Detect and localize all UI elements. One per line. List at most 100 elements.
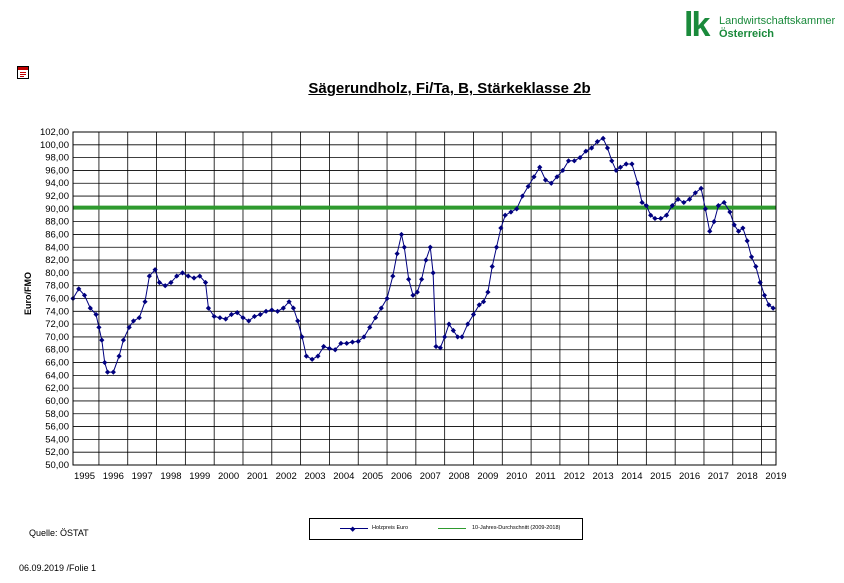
price-point <box>577 155 583 161</box>
price-point <box>702 206 709 212</box>
legend-price-marker-icon: ◆ <box>350 526 356 533</box>
y-tick-label: 52,00 <box>45 447 69 458</box>
x-tick-label: 1995 <box>74 471 95 482</box>
price-point <box>476 302 482 308</box>
price-point <box>604 145 611 151</box>
price-point <box>390 273 396 279</box>
price-point <box>185 273 191 279</box>
y-tick-label: 94,00 <box>45 178 69 189</box>
price-point <box>321 343 327 350</box>
price-point <box>442 334 448 340</box>
price-point <box>152 267 158 273</box>
x-tick-label: 2012 <box>564 471 585 482</box>
price-point <box>290 305 297 311</box>
price-point <box>179 270 186 276</box>
price-point <box>338 340 344 346</box>
x-tick-label: 1997 <box>132 471 153 482</box>
price-point <box>205 305 212 311</box>
x-tick-label: 2018 <box>737 471 758 482</box>
price-point <box>748 254 755 260</box>
price-point <box>414 289 420 295</box>
price-point <box>465 321 471 327</box>
price-point <box>531 174 537 180</box>
chart-legend: ◆ Holzpreis Euro 10-Jahres-Durchschnitt … <box>309 518 583 540</box>
y-tick-label: 86,00 <box>45 229 69 240</box>
price-point <box>361 334 367 340</box>
price-point <box>202 279 209 286</box>
logo-text-line2: Österreich <box>719 28 775 40</box>
price-point <box>394 251 400 257</box>
x-tick-label: 2010 <box>506 471 527 482</box>
price-point <box>635 180 641 186</box>
x-tick-label: 2002 <box>276 471 297 482</box>
price-point <box>246 318 252 324</box>
price-point <box>589 145 595 151</box>
x-tick-label: 2001 <box>247 471 268 482</box>
price-point <box>766 302 772 308</box>
price-point <box>731 222 737 228</box>
price-point <box>753 263 759 270</box>
y-tick-label: 60,00 <box>45 396 69 407</box>
price-point <box>715 203 721 209</box>
price-point <box>727 209 733 215</box>
y-tick-label: 92,00 <box>45 191 69 202</box>
price-point <box>96 324 102 330</box>
price-point <box>174 273 180 279</box>
legend-price-swatch <box>340 528 368 529</box>
price-point <box>770 305 776 311</box>
price-point <box>126 324 132 330</box>
price-point <box>384 295 390 302</box>
price-point <box>303 353 309 359</box>
price-point <box>437 345 443 351</box>
source-note: Quelle: ÖSTAT <box>29 528 89 538</box>
x-tick-label: 2000 <box>218 471 239 482</box>
y-tick-label: 84,00 <box>45 242 69 253</box>
x-tick-label: 2008 <box>449 471 470 482</box>
y-tick-label: 56,00 <box>45 422 69 433</box>
price-point <box>663 212 670 218</box>
price-point <box>455 334 461 340</box>
y-tick-label: 90,00 <box>45 204 69 215</box>
x-tick-label: 2009 <box>477 471 498 482</box>
x-tick-label: 2004 <box>333 471 354 482</box>
price-point <box>156 279 163 286</box>
price-point <box>744 238 750 244</box>
y-tick-label: 64,00 <box>45 370 69 381</box>
y-tick-label: 58,00 <box>45 409 69 420</box>
price-point <box>658 215 664 222</box>
y-tick-label: 80,00 <box>45 268 69 279</box>
price-point <box>217 315 223 321</box>
price-point <box>410 292 416 298</box>
price-point <box>234 309 240 316</box>
price-point <box>332 347 338 353</box>
price-point <box>240 315 246 321</box>
price-point <box>692 190 698 196</box>
price-point <box>498 225 504 231</box>
price-point <box>669 203 675 209</box>
price-point <box>617 164 624 170</box>
price-point <box>489 263 495 270</box>
x-tick-label: 1999 <box>189 471 210 482</box>
price-point <box>326 345 333 352</box>
price-point <box>707 228 713 234</box>
price-point <box>613 167 619 174</box>
price-point <box>102 359 108 366</box>
price-point <box>554 174 560 180</box>
price-point <box>251 313 258 320</box>
price-point <box>652 215 658 222</box>
y-tick-label: 102,00 <box>40 127 69 138</box>
pdf-document-icon[interactable] <box>17 66 29 79</box>
price-point <box>565 158 572 164</box>
logo-mark: lk <box>684 6 710 44</box>
price-point <box>571 158 577 164</box>
plot-frame <box>72 131 777 466</box>
price-point <box>629 161 635 167</box>
price-point <box>162 283 168 289</box>
price-point <box>542 177 549 183</box>
x-tick-label: 2003 <box>304 471 325 482</box>
y-axis-title: Euro/FMO <box>23 272 33 315</box>
y-tick-label: 72,00 <box>45 319 69 330</box>
price-point <box>648 212 654 218</box>
price-point <box>280 305 286 311</box>
price-point <box>430 270 436 276</box>
